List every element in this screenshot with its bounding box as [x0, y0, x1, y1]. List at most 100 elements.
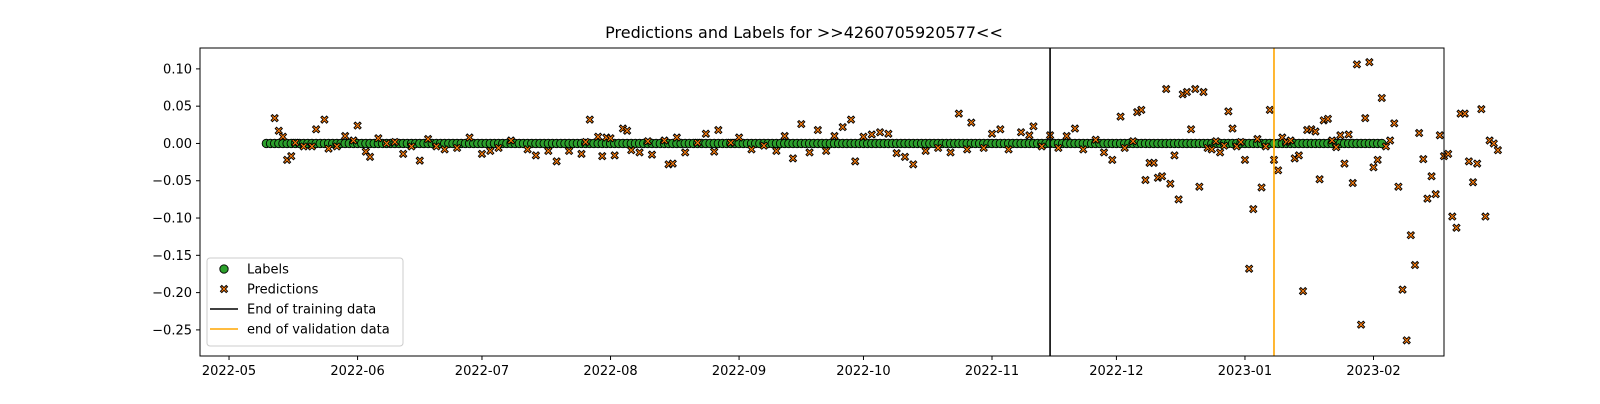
prediction-point [374, 134, 383, 143]
prediction-point [1120, 143, 1129, 153]
prediction-point [506, 136, 516, 145]
prediction-point [1369, 163, 1378, 172]
prediction-point [440, 145, 449, 154]
y-tick-label: −0.05 [152, 174, 192, 189]
legend-predictions-icon [219, 284, 229, 294]
y-tick-label: −0.25 [152, 323, 192, 338]
prediction-point [821, 146, 831, 156]
y-tick-label: 0.05 [163, 100, 192, 115]
prediction-point [987, 129, 997, 138]
prediction-point [1240, 155, 1250, 165]
x-tick-label: 2022-10 [836, 364, 890, 379]
prediction-point [365, 152, 375, 162]
prediction-point [797, 119, 806, 129]
prediction-point [432, 142, 441, 151]
prediction-point [967, 118, 976, 127]
y-tick-label: 0.00 [163, 137, 192, 152]
prediction-point [1004, 145, 1013, 154]
prediction-point [622, 126, 632, 136]
prediction-point [286, 151, 296, 161]
prediction-point [892, 148, 901, 158]
prediction-point [1360, 113, 1370, 123]
prediction-point [1128, 136, 1138, 146]
prediction-point [593, 132, 603, 141]
prediction-point [1108, 155, 1117, 165]
prediction-point [1249, 204, 1258, 214]
prediction-point [680, 148, 690, 157]
prediction-point [415, 156, 425, 165]
prediction-point [1452, 223, 1461, 232]
prediction-point [585, 115, 595, 124]
prediction-point [486, 146, 495, 156]
prediction-point [813, 125, 823, 135]
prediction-point [382, 139, 391, 148]
prediction-point [1054, 143, 1063, 153]
prediction-point [1352, 60, 1362, 69]
prediction-point [1219, 141, 1229, 150]
prediction-point [423, 134, 433, 144]
prediction-point [1323, 114, 1333, 124]
prediction-point [398, 149, 408, 159]
y-tick-label: −0.20 [152, 286, 192, 301]
prediction-point [921, 146, 930, 156]
prediction-point [1149, 158, 1158, 168]
legend-label: End of training data [247, 303, 376, 318]
prediction-point [1344, 130, 1353, 139]
y-tick-label: −0.10 [152, 212, 192, 227]
prediction-point [1410, 260, 1420, 270]
prediction-point [299, 142, 308, 151]
prediction-point [1253, 134, 1262, 144]
prediction-point [668, 159, 677, 168]
x-tick-label: 2022-09 [712, 364, 766, 379]
prediction-point [1166, 179, 1175, 188]
prediction-point [349, 136, 358, 145]
prediction-point [1340, 159, 1349, 168]
prediction-point [759, 141, 769, 150]
prediction-point [962, 145, 972, 154]
prediction-point [1431, 189, 1440, 199]
prediction-point [324, 144, 333, 153]
prediction-point [1265, 105, 1275, 115]
prediction-point [1174, 195, 1183, 204]
prediction-point [714, 125, 723, 135]
prediction-point [552, 157, 561, 166]
prediction-point [867, 130, 876, 139]
prediction-point [1029, 122, 1038, 131]
prediction-point [1161, 84, 1171, 94]
prediction-point [1207, 145, 1217, 154]
prediction-point [1070, 124, 1080, 133]
y-axis: 0.10 0.05 0.00 −0.05 −0.10 −0.15 −0.20 −0.25 [152, 62, 200, 338]
prediction-point [1286, 136, 1295, 145]
prediction-point [1257, 183, 1266, 192]
prediction-point [979, 143, 988, 153]
prediction-point [274, 126, 284, 136]
x-tick-label: 2023-02 [1346, 364, 1400, 379]
prediction-point [564, 146, 574, 156]
prediction-point [946, 148, 955, 157]
prediction-point [1385, 136, 1395, 145]
prediction-point [1261, 142, 1270, 151]
prediction-point [830, 131, 839, 141]
prediction-point [1377, 93, 1387, 103]
x-tick-label: 2022-11 [965, 364, 1019, 379]
prediction-point [1025, 131, 1034, 140]
prediction-point [1390, 119, 1399, 128]
prediction-point [701, 129, 711, 138]
prediction-point [1236, 137, 1246, 147]
x-axis: 2022-05 2022-06 2022-07 2022-08 2022-09 2022-… [202, 356, 1401, 379]
prediction-point [693, 138, 702, 147]
plot-area [261, 48, 1503, 356]
prediction-point [1435, 131, 1445, 140]
prediction-point [1419, 154, 1428, 164]
x-tick-label: 2022-05 [202, 364, 256, 379]
prediction-point [581, 137, 590, 147]
prediction-point [643, 136, 653, 146]
prediction-point [1423, 194, 1432, 203]
prediction-point [311, 125, 321, 134]
prediction-point [332, 142, 342, 151]
prediction-point [1170, 151, 1179, 160]
prediction-point [340, 131, 350, 141]
prediction-point [859, 132, 868, 141]
prediction-point [465, 133, 474, 142]
prediction-point [307, 142, 317, 151]
